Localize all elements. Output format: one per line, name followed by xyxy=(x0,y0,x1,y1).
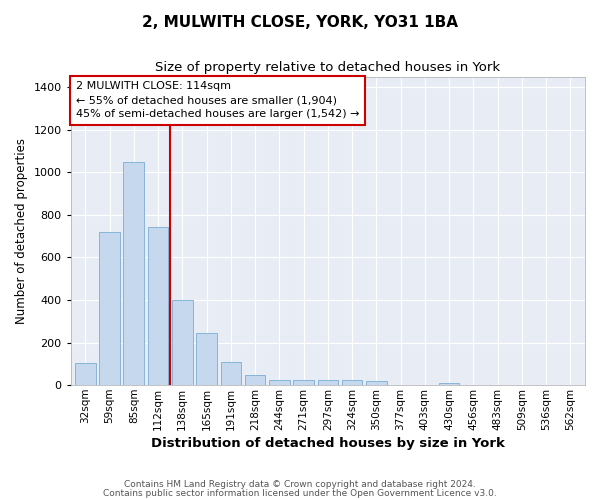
Bar xyxy=(148,226,169,385)
Bar xyxy=(196,333,217,385)
Text: 2, MULWITH CLOSE, YORK, YO31 1BA: 2, MULWITH CLOSE, YORK, YO31 1BA xyxy=(142,15,458,30)
Bar xyxy=(99,232,120,385)
Text: Contains public sector information licensed under the Open Government Licence v3: Contains public sector information licen… xyxy=(103,488,497,498)
Y-axis label: Number of detached properties: Number of detached properties xyxy=(15,138,28,324)
Bar xyxy=(245,374,265,385)
Bar xyxy=(221,362,241,385)
Text: 2 MULWITH CLOSE: 114sqm
← 55% of detached houses are smaller (1,904)
45% of semi: 2 MULWITH CLOSE: 114sqm ← 55% of detache… xyxy=(76,81,359,119)
Bar xyxy=(342,380,362,385)
Bar xyxy=(269,380,290,385)
Text: Contains HM Land Registry data © Crown copyright and database right 2024.: Contains HM Land Registry data © Crown c… xyxy=(124,480,476,489)
Bar xyxy=(75,363,95,385)
Bar xyxy=(366,381,386,385)
Title: Size of property relative to detached houses in York: Size of property relative to detached ho… xyxy=(155,61,500,74)
X-axis label: Distribution of detached houses by size in York: Distribution of detached houses by size … xyxy=(151,437,505,450)
Bar xyxy=(124,162,144,385)
Bar xyxy=(293,380,314,385)
Bar xyxy=(172,300,193,385)
Bar xyxy=(439,383,460,385)
Bar xyxy=(317,380,338,385)
